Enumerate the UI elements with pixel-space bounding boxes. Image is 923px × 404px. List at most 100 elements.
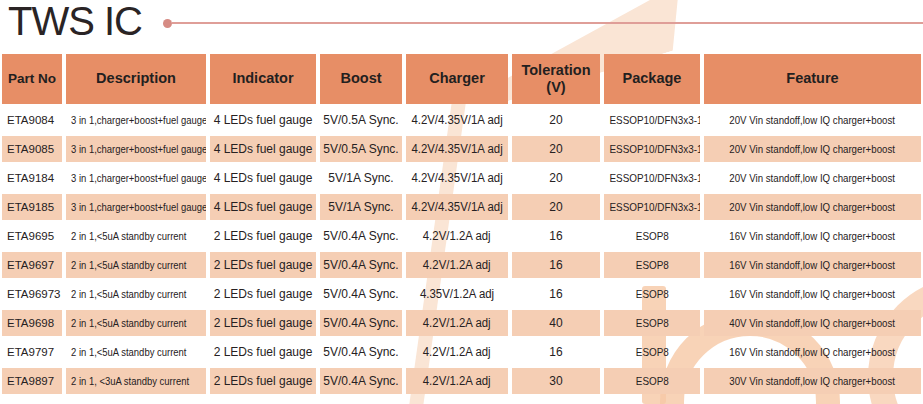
cell-value: 16V Vin standoff,low IQ charger+boost — [730, 259, 896, 271]
cell-value: 20V Vin standoff,low IQ charger+boost — [730, 172, 896, 184]
cell-description: 3 in 1,charger+boost+fuel gauge — [66, 165, 206, 191]
cell-charger: 4.2V/1.2A adj — [406, 310, 508, 336]
cell-description: 2 in 1,<5uA standby current — [66, 339, 206, 365]
column-header-label: Package — [623, 70, 682, 86]
cell-indicator: 2 LEDs fuel gauge — [210, 281, 316, 307]
cell-feature: 16V Vin standoff,low IQ charger+boost — [704, 223, 921, 249]
cell-boost: 5V/0.5A Sync. — [320, 136, 402, 162]
cell-value: 2 in 1,<5uA standby current — [71, 346, 186, 358]
cell-part_no: ETA9184 — [2, 165, 62, 191]
cell-value: 4.2V/4.35V/1A adj — [411, 171, 502, 185]
page-title: TWS IC — [8, 0, 142, 42]
cell-indicator: 2 LEDs fuel gauge — [210, 252, 316, 278]
cell-description: 2 in 1,<5uA standby current — [66, 310, 206, 336]
cell-feature: 40V Vin standoff,low IQ charger+boost — [704, 310, 921, 336]
cell-value: ESOP8 — [635, 230, 668, 242]
cell-value: 5V/0.4A Sync. — [323, 287, 398, 301]
cell-toleration_v: 16 — [512, 339, 600, 365]
cell-value: 2 in 1,<5uA standby current — [71, 230, 186, 242]
cell-package: ESOP8 — [604, 368, 700, 394]
cell-indicator: 2 LEDs fuel gauge — [210, 223, 316, 249]
cell-package: ESSOP10/DFN3x3-10 — [604, 165, 700, 191]
cell-value: 4.35V/1.2A adj — [420, 287, 494, 301]
table-row: ETA91843 in 1,charger+boost+fuel gauge4 … — [2, 165, 921, 191]
cell-value: ESOP8 — [635, 346, 668, 358]
cell-package: ESOP8 — [604, 339, 700, 365]
cell-boost: 5V/0.5A Sync. — [320, 107, 402, 133]
cell-description: 3 in 1,charger+boost+fuel gauge — [66, 136, 206, 162]
cell-value: 3 in 1,charger+boost+fuel gauge — [71, 172, 206, 184]
cell-part_no: ETA9695 — [2, 223, 62, 249]
cell-value: 4.2V/4.35V/1A adj — [411, 142, 502, 156]
cell-value: 5V/0.4A Sync. — [323, 258, 398, 272]
table-row: ETA9797 2 in 1,<5uA standby current 2 LEDs… — [2, 339, 921, 365]
cell-value: 16 — [549, 258, 562, 272]
cell-value: 4.2V/4.35V/1A adj — [411, 113, 502, 127]
table-row: ETA90853 in 1,charger+boost+fuel gauge4 … — [2, 136, 921, 162]
cell-boost: 5V/0.4A Sync. — [320, 223, 402, 249]
cell-value: 20V Vin standoff,low IQ charger+boost — [730, 114, 896, 126]
column-header-label: Charger — [429, 70, 485, 86]
cell-feature: 16V Vin standoff,low IQ charger+boost — [704, 281, 921, 307]
cell-value: 4 LEDs fuel gauge — [214, 200, 313, 214]
cell-toleration_v: 20 — [512, 165, 600, 191]
cell-indicator: 2 LEDs fuel gauge — [210, 310, 316, 336]
cell-charger: 4.2V/1.2A adj — [406, 223, 508, 249]
cell-description: 3 in 1,charger+boost+fuel gauge — [66, 194, 206, 220]
cell-indicator: 2 LEDs fuel gauge — [210, 368, 316, 394]
cell-value: 16 — [549, 229, 562, 243]
cell-value: 20V Vin standoff,low IQ charger+boost — [730, 201, 896, 213]
cell-value: 4.2V/1.2A adj — [423, 374, 491, 388]
cell-value: 5V/0.5A Sync. — [323, 113, 398, 127]
table-row: ETA96982 in 1,<5uA standby current2 LEDs… — [2, 310, 921, 336]
table-row: ETA90843 in 1,charger+boost+fuel gauge4 … — [2, 107, 921, 133]
table-header-row: Part NoDescriptionIndicatorBoostChargerT… — [2, 54, 921, 104]
column-header-description: Description — [66, 54, 206, 104]
cell-toleration_v: 30 — [512, 368, 600, 394]
cell-value: 30 — [549, 374, 562, 388]
column-header-label: Boost — [340, 70, 381, 86]
table-row: ETA91853 in 1,charger+boost+fuel gauge4 … — [2, 194, 921, 220]
cell-value: 5V/0.4A Sync. — [323, 229, 398, 243]
cell-value: ESSOP10/DFN3x3-10 — [609, 201, 700, 213]
cell-toleration_v: 40 — [512, 310, 600, 336]
cell-value: 2 LEDs fuel gauge — [214, 316, 313, 330]
cell-value: 2 in 1,<5uA standby current — [71, 259, 186, 271]
cell-indicator: 4 LEDs fuel gauge — [210, 194, 316, 220]
cell-value: 20 — [549, 200, 562, 214]
cell-indicator: 4 LEDs fuel gauge — [210, 107, 316, 133]
cell-value: 4.2V/1.2A adj — [423, 345, 491, 359]
cell-description: 2 in 1,<5uA standby current — [66, 223, 206, 249]
cell-boost: 5V/0.4A Sync. — [320, 339, 402, 365]
cell-value: 16V Vin standoff,low IQ charger+boost — [730, 346, 896, 358]
cell-toleration_v: 20 — [512, 194, 600, 220]
cell-value: ESOP8 — [635, 259, 668, 271]
cell-value: 40 — [549, 316, 562, 330]
cell-value: 2 in 1, <3uA standby current — [71, 375, 189, 387]
cell-package: ESOP8 — [604, 252, 700, 278]
cell-package: ESOP8 — [604, 310, 700, 336]
cell-value: 5V/0.4A Sync. — [323, 345, 398, 359]
cell-value: 2 LEDs fuel gauge — [214, 258, 313, 272]
product-table: Part NoDescriptionIndicatorBoostChargerT… — [0, 51, 923, 397]
table-body: ETA90843 in 1,charger+boost+fuel gauge4 … — [2, 107, 921, 394]
cell-value: ETA9897 — [7, 375, 54, 387]
cell-value: ETA9797 — [7, 346, 54, 358]
cell-toleration_v: 16 — [512, 223, 600, 249]
cell-value: 40V Vin standoff,low IQ charger+boost — [730, 317, 896, 329]
title-bar: TWS IC — [0, 0, 923, 52]
cell-value: 2 LEDs fuel gauge — [214, 374, 313, 388]
column-header-label: Feature — [786, 70, 838, 86]
cell-toleration_v: 20 — [512, 107, 600, 133]
cell-part_no: ETA9084 — [2, 107, 62, 133]
cell-package: ESOP8 — [604, 281, 700, 307]
table-row: ETA96972 in 1,<5uA standby current2 LEDs… — [2, 252, 921, 278]
column-header-label: Indicator — [232, 70, 293, 86]
cell-description: 2 in 1, <3uA standby current — [66, 368, 206, 394]
page: TWS IC Part NoDescriptionIndicatorBoostC… — [0, 0, 923, 404]
cell-feature: 20V Vin standoff,low IQ charger+boost — [704, 194, 921, 220]
cell-indicator: 2 LEDs fuel gauge — [210, 339, 316, 365]
cell-charger: 4.2V/1.2A adj — [406, 339, 508, 365]
table-row: ETA969732 in 1,<5uA standby current2 LED… — [2, 281, 921, 307]
title-line-dot-icon — [163, 19, 172, 28]
